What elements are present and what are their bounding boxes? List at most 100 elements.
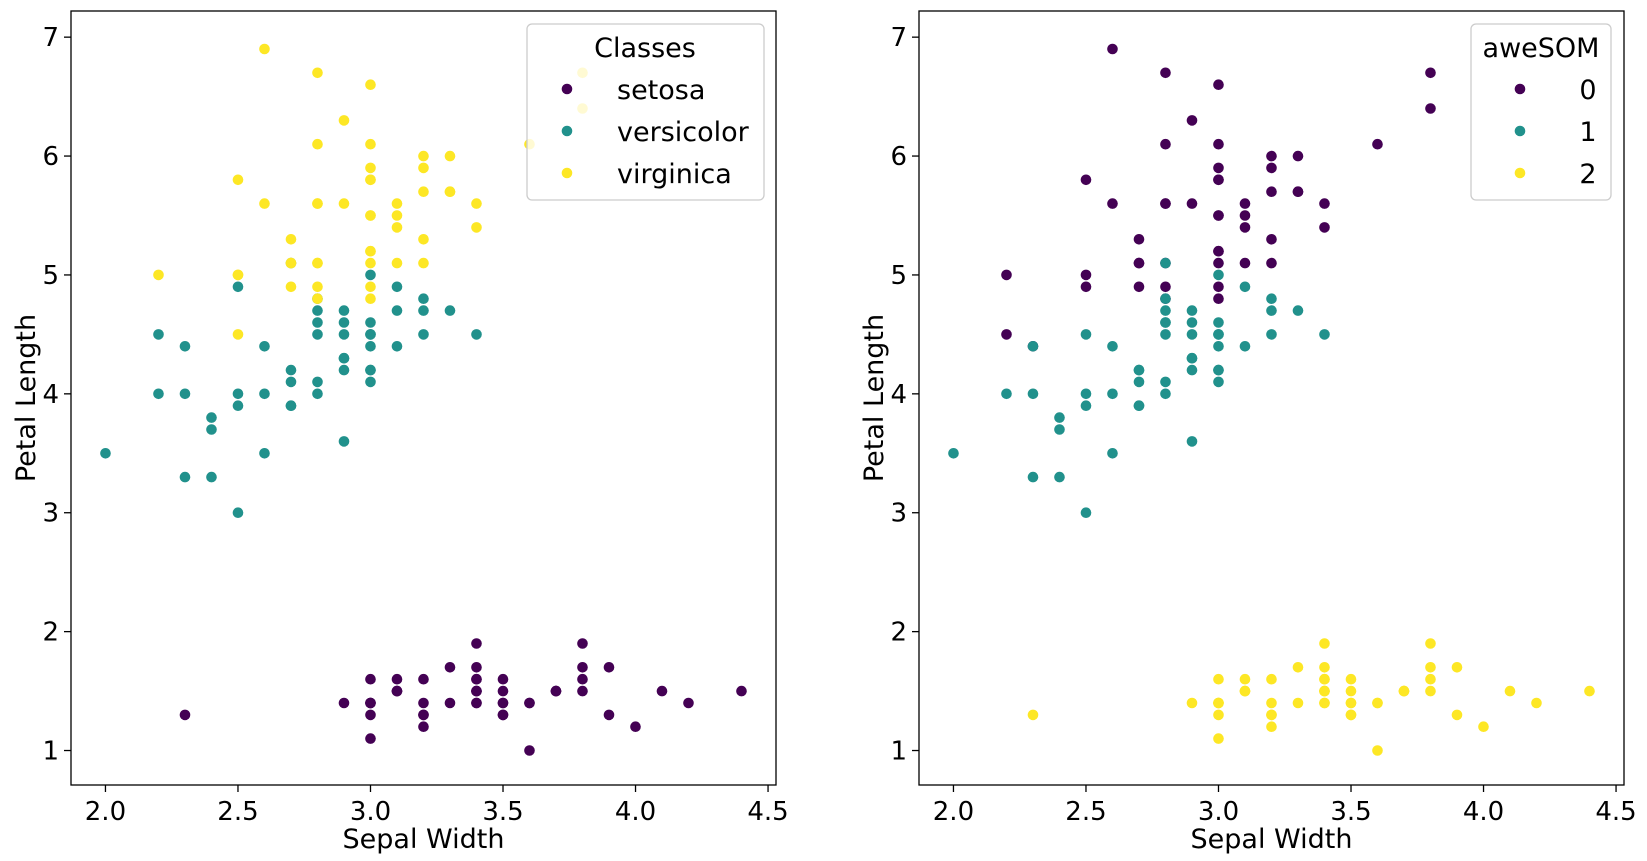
scatter-point-series-1 <box>1213 341 1224 352</box>
scatter-point-series-2 <box>391 210 403 221</box>
scatter-point-series-2 <box>1345 673 1357 685</box>
scatter-point-series-1 <box>1319 329 1330 340</box>
scatter-point-series-0 <box>1160 67 1171 79</box>
scatter-point-series-2 <box>418 257 429 269</box>
axes-frame <box>70 10 777 786</box>
y-tick-label: 5 <box>890 261 907 291</box>
scatter-point-series-0 <box>471 673 482 685</box>
scatter-point-series-1 <box>338 305 350 316</box>
scatter-point-series-1 <box>948 448 959 459</box>
scatter-point-series-1 <box>206 471 217 483</box>
scatter-point-series-2 <box>259 198 270 209</box>
scatter-point-series-1 <box>1107 448 1118 459</box>
scatter-point-series-1 <box>1054 412 1065 423</box>
scatter-point-series-0 <box>391 685 403 697</box>
y-tick-label: 7 <box>890 23 907 53</box>
scatter-point-series-1 <box>1213 269 1224 281</box>
legend-title: aweSOM <box>1483 33 1600 64</box>
scatter-point-series-2 <box>1266 721 1277 732</box>
scatter-point-series-0 <box>471 697 482 709</box>
scatter-point-series-2 <box>365 257 376 269</box>
scatter-point-series-1 <box>444 305 456 316</box>
scatter-point-series-2 <box>1027 709 1039 721</box>
scatter-point-series-1 <box>1080 388 1092 400</box>
scatter-point-series-1 <box>259 448 270 459</box>
scatter-point-series-0 <box>1372 138 1383 150</box>
scatter-point-series-0 <box>1080 269 1092 281</box>
y-tick-label: 4 <box>890 380 907 410</box>
scatter-point-series-0 <box>1266 162 1277 174</box>
x-tick-label: 2.5 <box>217 797 258 827</box>
scatter-point-series-1 <box>1266 329 1277 340</box>
scatter-point-series-0 <box>365 709 376 721</box>
scatter-point-series-1 <box>312 388 323 400</box>
scatter-point-series-0 <box>1133 281 1145 293</box>
scatter-point-series-0 <box>577 673 588 685</box>
scatter-point-series-2 <box>285 281 297 293</box>
scatter-point-series-2 <box>312 281 323 293</box>
scatter-point-series-0 <box>1186 198 1198 209</box>
scatter-point-series-0 <box>1425 103 1436 114</box>
points-group <box>948 43 1595 756</box>
scatter-point-series-2 <box>1372 745 1383 756</box>
scatter-point-series-1 <box>1133 364 1145 376</box>
scatter-point-series-1 <box>1107 341 1118 352</box>
scatter-point-series-1 <box>1027 341 1039 352</box>
scatter-point-series-2 <box>365 174 376 186</box>
scatter-point-series-1 <box>471 329 482 340</box>
scatter-point-series-2 <box>338 115 350 126</box>
legend-marker <box>561 83 573 95</box>
scatter-point-series-0 <box>1213 245 1224 257</box>
scatter-point-series-2 <box>259 43 270 55</box>
scatter-point-series-2 <box>1319 662 1330 673</box>
scatter-point-series-0 <box>1213 174 1224 186</box>
y-axis-label: Petal Length <box>859 314 890 482</box>
scatter-point-series-0 <box>179 709 191 721</box>
scatter-point-series-0 <box>1001 269 1012 281</box>
scatter-point-series-0 <box>418 721 429 732</box>
scatter-point-series-2 <box>1345 709 1357 721</box>
scatter-point-series-0 <box>1213 293 1224 305</box>
scatter-point-series-0 <box>1266 150 1277 162</box>
scatter-point-series-2 <box>365 162 376 174</box>
scatter-point-series-1 <box>1292 305 1304 316</box>
scatter-point-series-1 <box>232 507 244 518</box>
scatter-point-series-2 <box>444 186 456 197</box>
scatter-point-series-0 <box>497 697 509 709</box>
scatter-point-series-2 <box>1504 685 1516 697</box>
y-tick-label: 4 <box>42 380 59 410</box>
points-group <box>100 43 747 756</box>
scatter-point-series-2 <box>312 198 323 209</box>
x-axis-label: Sepal Width <box>343 824 505 855</box>
scatter-point-series-0 <box>1213 281 1224 293</box>
scatter-point-series-2 <box>391 257 403 269</box>
legend-title: Classes <box>594 33 696 64</box>
scatter-point-series-0 <box>471 662 482 673</box>
y-tick-label: 1 <box>890 737 907 767</box>
scatter-point-series-0 <box>1213 79 1224 90</box>
scatter-point-series-0 <box>1266 257 1277 269</box>
scatter-point-series-2 <box>365 210 376 221</box>
y-tick-label: 6 <box>890 142 907 172</box>
scatter-point-series-0 <box>365 673 376 685</box>
scatter-point-series-0 <box>1080 281 1092 293</box>
scatter-point-series-2 <box>285 257 297 269</box>
scatter-point-series-1 <box>1160 388 1171 400</box>
scatter-point-series-2 <box>1319 697 1330 709</box>
scatter-point-series-2 <box>1292 697 1304 709</box>
y-tick-label: 6 <box>42 142 59 172</box>
scatter-point-series-1 <box>312 329 323 340</box>
scatter-point-series-1 <box>1160 305 1171 316</box>
scatter-point-series-2 <box>1531 697 1542 709</box>
scatter-point-series-0 <box>1001 329 1012 340</box>
scatter-point-series-1 <box>1160 329 1171 340</box>
y-tick-label: 1 <box>42 737 59 767</box>
legend-marker <box>1514 125 1526 137</box>
scatter-point-series-0 <box>1292 186 1304 197</box>
scatter-point-series-2 <box>471 222 482 233</box>
scatter-point-series-0 <box>471 638 482 649</box>
scatter-point-series-2 <box>232 269 244 281</box>
scatter-point-series-1 <box>1186 329 1198 340</box>
scatter-point-series-1 <box>1027 471 1039 483</box>
legend: aweSOM 0 1 2 <box>1470 23 1612 201</box>
